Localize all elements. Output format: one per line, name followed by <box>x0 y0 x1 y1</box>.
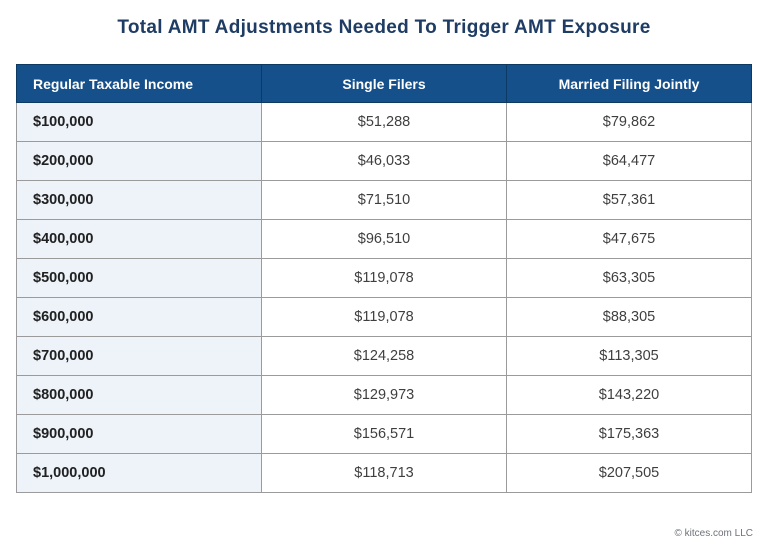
single-filers-cell: $51,288 <box>261 102 507 142</box>
income-cell: $700,000 <box>16 336 262 376</box>
married-filing-jointly-cell: $57,361 <box>506 180 752 220</box>
column-header-single-filers: Single Filers <box>261 64 507 103</box>
table-row: $700,000 $124,258 $113,305 <box>16 336 752 376</box>
single-filers-cell: $71,510 <box>261 180 507 220</box>
income-cell: $1,000,000 <box>16 453 262 493</box>
table-row: $400,000 $96,510 $47,675 <box>16 219 752 259</box>
table-header: Regular Taxable Income Single Filers Marri… <box>16 64 752 103</box>
single-filers-cell: $119,078 <box>261 258 507 298</box>
single-filers-cell: $96,510 <box>261 219 507 259</box>
married-filing-jointly-cell: $175,363 <box>506 414 752 454</box>
column-header-married-filing-jointly: Married Filing Jointly <box>506 64 752 103</box>
column-header-regular-taxable-income: Regular Taxable Income <box>16 64 262 103</box>
income-cell: $200,000 <box>16 141 262 181</box>
table-row: $900,000 $156,571 $175,363 <box>16 414 752 454</box>
married-filing-jointly-cell: $79,862 <box>506 102 752 142</box>
copyright-attribution: © kitces.com LLC <box>674 528 753 539</box>
income-cell: $100,000 <box>16 102 262 142</box>
married-filing-jointly-cell: $64,477 <box>506 141 752 181</box>
married-filing-jointly-cell: $143,220 <box>506 375 752 415</box>
table-row: $1,000,000 $118,713 $207,505 <box>16 453 752 493</box>
married-filing-jointly-cell: $47,675 <box>506 219 752 259</box>
table-row: $500,000 $119,078 $63,305 <box>16 258 752 298</box>
income-cell: $800,000 <box>16 375 262 415</box>
married-filing-jointly-cell: $63,305 <box>506 258 752 298</box>
table-row: $100,000 $51,288 $79,862 <box>16 102 752 142</box>
income-cell: $600,000 <box>16 297 262 337</box>
income-cell: $300,000 <box>16 180 262 220</box>
married-filing-jointly-cell: $88,305 <box>506 297 752 337</box>
married-filing-jointly-cell: $113,305 <box>506 336 752 376</box>
table-row: $600,000 $119,078 $88,305 <box>16 297 752 337</box>
married-filing-jointly-cell: $207,505 <box>506 453 752 493</box>
single-filers-cell: $46,033 <box>261 141 507 181</box>
single-filers-cell: $118,713 <box>261 453 507 493</box>
amt-adjustments-table: Regular Taxable Income Single Filers Marri… <box>16 64 752 493</box>
table-body: $100,000 $51,288 $79,862 $200,000 $46,033 $64… <box>16 102 752 493</box>
single-filers-cell: $124,258 <box>261 336 507 376</box>
income-cell: $400,000 <box>16 219 262 259</box>
page-title: Total AMT Adjustments Needed To Trigger … <box>117 17 651 38</box>
table-row: $800,000 $129,973 $143,220 <box>16 375 752 415</box>
income-cell: $900,000 <box>16 414 262 454</box>
table-row: $300,000 $71,510 $57,361 <box>16 180 752 220</box>
single-filers-cell: $156,571 <box>261 414 507 454</box>
single-filers-cell: $119,078 <box>261 297 507 337</box>
income-cell: $500,000 <box>16 258 262 298</box>
single-filers-cell: $129,973 <box>261 375 507 415</box>
table-row: $200,000 $46,033 $64,477 <box>16 141 752 181</box>
table-header-row: Regular Taxable Income Single Filers Marri… <box>16 64 752 103</box>
